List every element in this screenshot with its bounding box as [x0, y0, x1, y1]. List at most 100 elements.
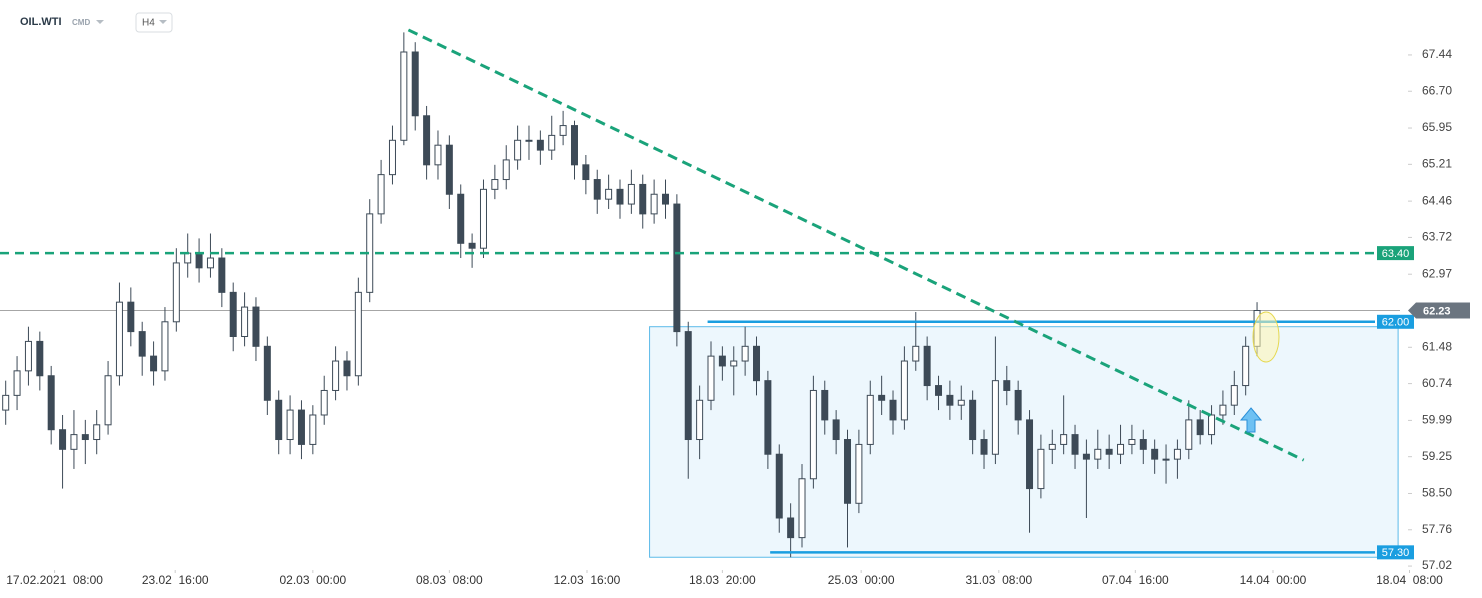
- candle-body: [684, 331, 692, 441]
- candle-body: [377, 174, 385, 215]
- candle-body: [900, 360, 908, 421]
- interval-button[interactable]: [135, 12, 173, 33]
- candle-body: [718, 355, 726, 367]
- candle-body: [502, 159, 510, 181]
- y-tick-label: 65.95: [1422, 120, 1452, 134]
- candle-body: [275, 399, 283, 441]
- candle-body: [13, 370, 21, 396]
- candle-body: [1048, 443, 1056, 450]
- candle-body: [696, 399, 704, 441]
- y-tick-label: 59.99: [1422, 413, 1452, 427]
- candle-body: [764, 380, 772, 455]
- level-label: 63.40: [1382, 248, 1410, 260]
- candle-body: [559, 125, 567, 136]
- dropdown-icon: [159, 20, 167, 24]
- candle-body: [969, 399, 977, 441]
- candle-body: [1082, 453, 1090, 460]
- candle-body: [650, 193, 658, 215]
- candle-body: [1037, 448, 1045, 490]
- candle-body: [468, 242, 476, 249]
- candle-body: [241, 306, 249, 338]
- y-tick-label: 57.02: [1422, 558, 1452, 572]
- candle-body: [525, 139, 533, 142]
- candle-body: [514, 139, 522, 161]
- candle-body: [912, 345, 920, 362]
- candle-body: [400, 51, 408, 141]
- candle-body: [127, 301, 135, 333]
- y-tick-label: 63.72: [1422, 230, 1452, 244]
- candle-body: [206, 257, 214, 269]
- candle-body: [616, 188, 624, 205]
- candle-body: [172, 262, 180, 323]
- candle-body: [809, 389, 817, 480]
- candle-body: [627, 183, 635, 205]
- x-tick-label: 02.03 00:00: [279, 573, 346, 587]
- candle-body: [673, 203, 681, 333]
- candle-body: [218, 257, 226, 293]
- candle-body: [332, 360, 340, 391]
- candle-body: [605, 188, 613, 200]
- y-tick-label: 64.46: [1422, 193, 1452, 207]
- candle-body: [730, 360, 738, 367]
- x-tick-label: 14.04 00:00: [1240, 573, 1307, 587]
- candle-body: [844, 439, 852, 504]
- candle-body: [423, 115, 431, 166]
- x-tick-label: 23.02 16:00: [142, 573, 209, 587]
- candle-body: [1128, 439, 1136, 445]
- candle-body: [832, 419, 840, 441]
- candle-body: [1139, 439, 1147, 450]
- candle-body: [582, 164, 590, 181]
- candle-body: [1117, 443, 1125, 455]
- candle-body: [479, 188, 487, 249]
- interval: H4: [142, 18, 155, 29]
- candle-body: [798, 478, 806, 539]
- candle-body: [161, 321, 169, 372]
- candle-body: [821, 389, 829, 421]
- candle-body: [1151, 448, 1159, 460]
- candle-body: [343, 360, 351, 377]
- candle-body: [81, 434, 89, 441]
- candle-body: [59, 429, 67, 450]
- candle-body: [263, 345, 271, 401]
- last-price-tag: [1408, 302, 1470, 319]
- candle-body: [93, 424, 101, 441]
- candle-body: [115, 301, 123, 377]
- x-tick-label: 08.03 08:00: [416, 573, 483, 587]
- candle-body: [536, 139, 544, 151]
- candle-body: [138, 331, 146, 357]
- candle-body: [1185, 419, 1193, 450]
- candle-body: [935, 385, 943, 396]
- candle-body: [593, 179, 601, 200]
- candle-body: [639, 183, 647, 215]
- candle-body: [1230, 385, 1238, 406]
- candle-body: [1060, 434, 1068, 445]
- candle-body: [457, 193, 465, 244]
- candle-body: [980, 439, 988, 455]
- candle-body: [1003, 380, 1011, 391]
- candle-body: [1094, 448, 1102, 460]
- candle-body: [184, 252, 192, 264]
- arrow-up: [1239, 407, 1263, 433]
- x-tick-label: 18.04 08:00: [1376, 573, 1443, 587]
- candle-body: [150, 355, 158, 372]
- y-tick-label: 61.48: [1422, 339, 1452, 353]
- candle-body: [252, 306, 260, 347]
- candle-body: [388, 139, 396, 176]
- candle-body: [866, 394, 874, 445]
- candle-body: [445, 144, 453, 195]
- market: CMD: [72, 18, 90, 27]
- dropdown-icon: [96, 20, 104, 24]
- candle-body: [548, 134, 556, 151]
- trendline: [407, 28, 1305, 462]
- x-tick-label: 18.03 20:00: [689, 573, 756, 587]
- candle-body: [889, 399, 897, 421]
- level-label: 62.00: [1382, 317, 1410, 329]
- candle-body: [753, 345, 761, 382]
- candle-body: [47, 375, 55, 431]
- candle-body: [878, 394, 886, 401]
- candle-body: [2, 394, 10, 411]
- candle-body: [923, 345, 931, 387]
- symbol: OIL.WTI: [20, 16, 62, 28]
- y-tick-label: 62.97: [1422, 266, 1452, 280]
